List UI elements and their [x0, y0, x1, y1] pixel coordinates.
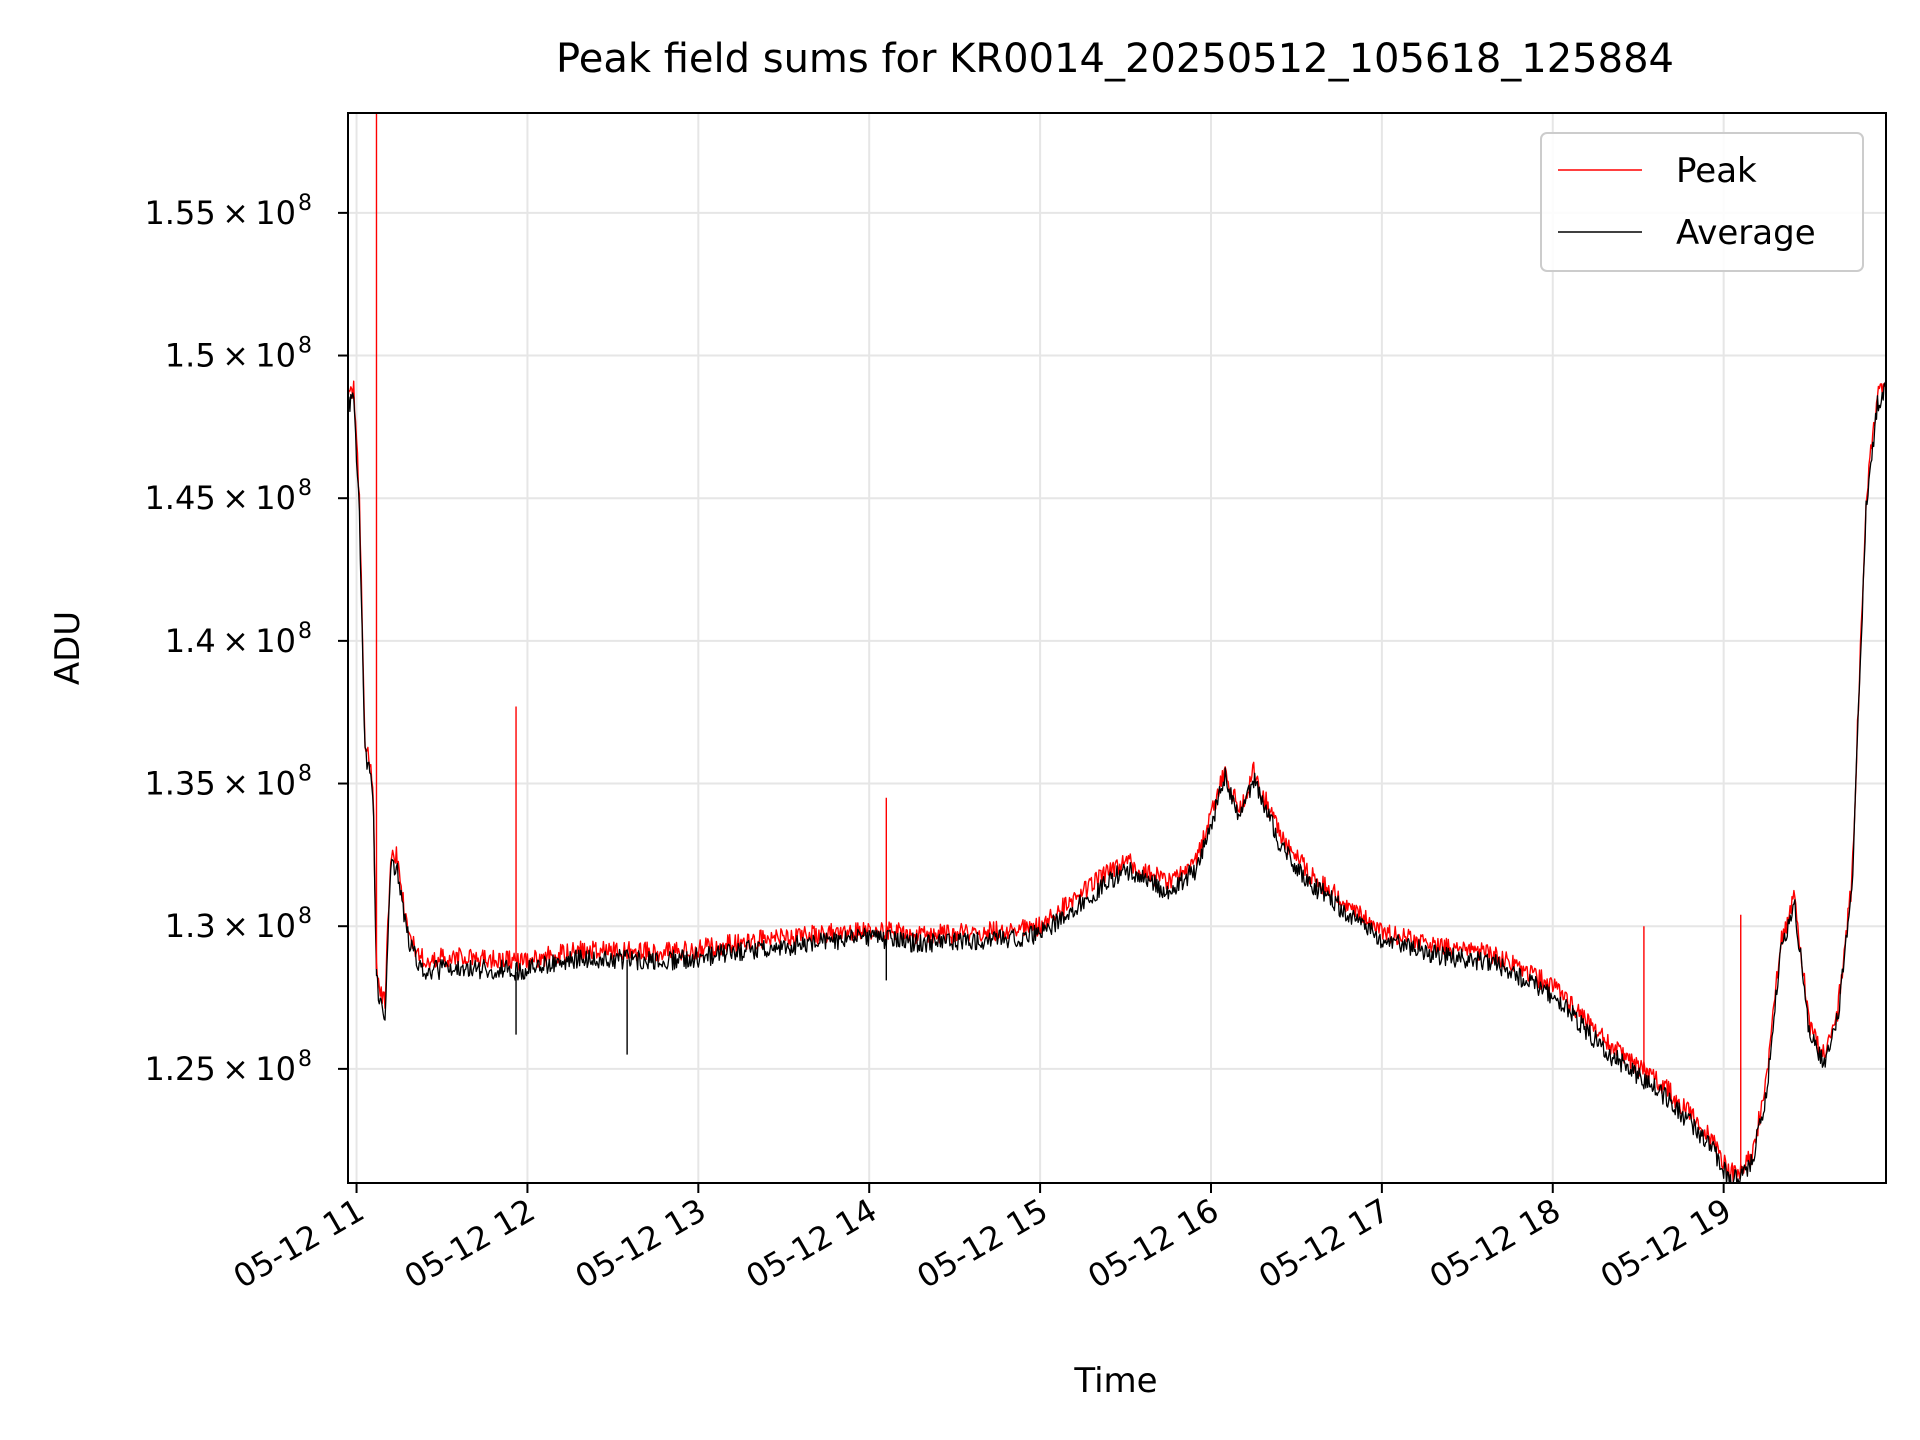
chart-title: Peak field sums for KR0014_20250512_1056… — [556, 36, 1674, 82]
y-tick-exponent: 8 — [298, 619, 312, 644]
plot-area — [348, 113, 1886, 1183]
y-axis: 1.25 × 10 81.3 × 10 81.35 × 10 81.4 × 10 81.… — [144, 191, 348, 1088]
y-tick-label: 1.25 × 10 — [144, 1050, 296, 1088]
y-tick-label: 1.4 × 10 — [165, 622, 296, 660]
legend-box — [1540, 132, 1864, 272]
y-tick-label: 1.35 × 10 — [144, 765, 296, 803]
legend-label-average: Average — [1676, 213, 1816, 253]
series-lines — [348, 113, 1886, 1183]
y-tick-label: 1.5 × 10 — [165, 337, 296, 375]
y-tick-label: 1.3 × 10 — [165, 907, 296, 945]
series-line-average — [348, 381, 1886, 1183]
plot-frame — [347, 112, 1887, 1184]
y-tick-exponent: 8 — [298, 762, 312, 787]
y-tick-exponent: 8 — [298, 476, 312, 501]
series-line-peak — [348, 378, 1886, 1183]
grid — [348, 113, 1886, 1183]
y-axis-label: ADU — [48, 611, 88, 685]
x-axis-label: Time — [1073, 1361, 1157, 1401]
y-tick-exponent: 8 — [298, 1047, 312, 1072]
y-tick-exponent: 8 — [298, 191, 312, 216]
legend-label-peak: Peak — [1676, 151, 1757, 191]
y-tick-exponent: 8 — [298, 334, 312, 359]
y-tick-label: 1.45 × 10 — [144, 479, 296, 517]
y-tick-label: 1.55 × 10 — [144, 194, 296, 232]
legend: Peak Average — [1540, 132, 1864, 272]
y-tick-exponent: 8 — [298, 904, 312, 929]
